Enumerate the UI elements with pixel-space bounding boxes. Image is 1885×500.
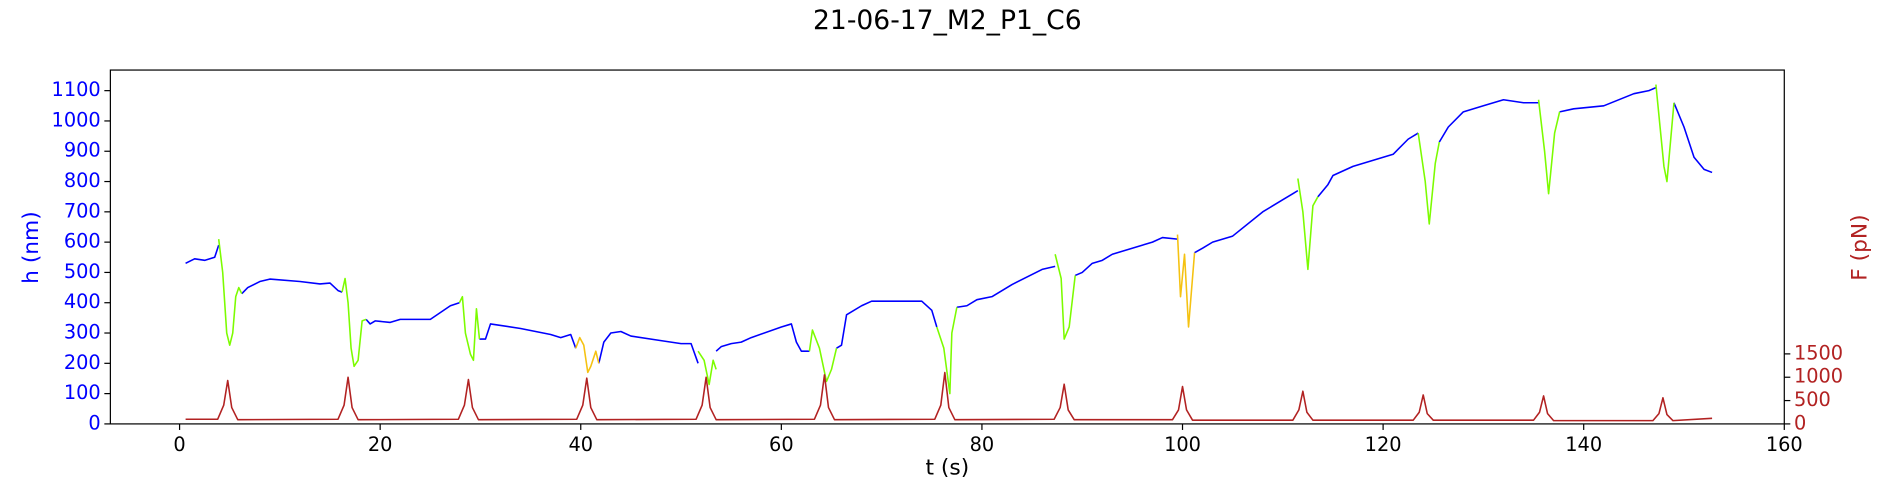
x-tick-label: 60 [769,433,794,456]
x-tick-label: 40 [568,433,593,456]
y2-tick-label: 1000 [1794,365,1843,388]
y-tick-label: 1100 [52,78,101,101]
y-tick-label: 800 [64,169,101,192]
x-tick-label: 80 [970,433,995,456]
y-tick-label: 200 [64,351,101,374]
chart-title: 21-06-17_M2_P1_C6 [813,5,1082,36]
y2-tick-label: 500 [1794,388,1831,411]
y2-tick-label: 1500 [1794,341,1843,364]
y-tick-label: 700 [64,199,101,222]
y-tick-label: 300 [64,321,101,344]
data-line [185,371,1713,422]
y-tick-label: 500 [64,260,101,283]
y2-axis-label: F (pN) [1847,214,1872,280]
y-tick-label: 900 [64,139,101,162]
x-tick-label: 20 [368,433,393,456]
y-tick-label: 0 [88,411,100,434]
data-line [575,234,1196,374]
x-tick-label: 160 [1766,433,1803,456]
x-tick-label: 100 [1164,433,1201,456]
y2-tick-label: 0 [1794,411,1806,434]
x-tick-label: 120 [1365,433,1402,456]
y-tick-label: 100 [64,381,101,404]
y-tick-label: 1000 [52,108,101,131]
x-tick-label: 140 [1565,433,1602,456]
plot-frame [109,69,1785,425]
y-tick-label: 400 [64,290,101,313]
x-tick-label: 0 [173,433,185,456]
x-axis-label: t (s) [925,456,969,481]
data-line [185,86,1713,364]
data-line [217,84,1675,395]
y-tick-label: 600 [64,230,101,253]
y-axis-label: h (nm) [19,211,44,284]
